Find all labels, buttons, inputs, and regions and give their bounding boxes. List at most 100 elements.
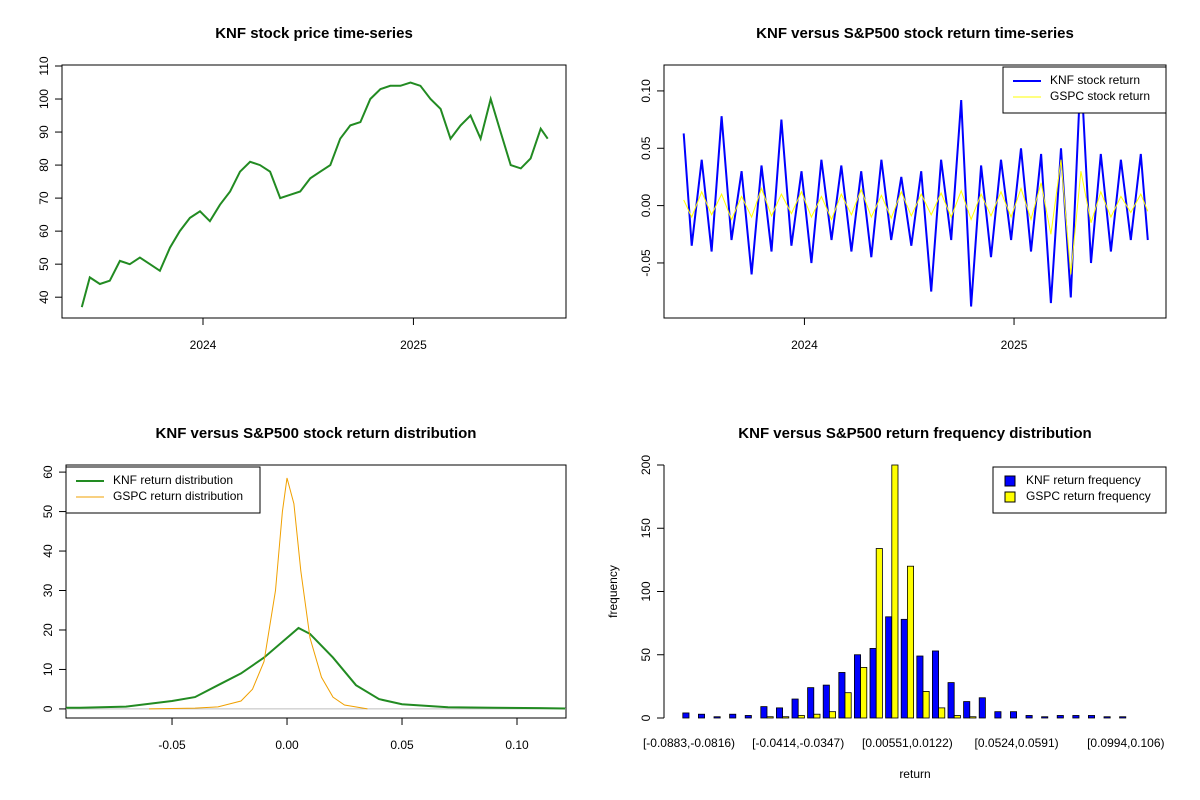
bar (969, 716, 977, 719)
bar (916, 655, 924, 719)
bar (1119, 716, 1127, 719)
chart-title: KNF versus S&P500 stock return time-seri… (756, 25, 1074, 42)
y-tick-label: 20 (41, 623, 55, 637)
x-tick-label: 2024 (190, 338, 217, 352)
legend-box (1002, 66, 1167, 114)
bar (682, 712, 690, 719)
legend-label: GSPC return distribution (113, 489, 243, 503)
legend-swatch (1004, 475, 1016, 487)
y-tick-label: 40 (41, 544, 55, 558)
series-line (80, 81, 549, 308)
bar (953, 715, 961, 719)
x-tick-label: 2025 (1001, 338, 1028, 352)
y-tick-label: 60 (41, 465, 55, 479)
bar (829, 711, 837, 719)
bar (744, 715, 752, 719)
bar (963, 701, 971, 719)
x-tick-label: [0.0524,0.0591) (975, 736, 1059, 750)
bar (844, 692, 852, 719)
bar (885, 616, 893, 719)
chart-title: KNF versus S&P500 stock return distribut… (156, 425, 477, 442)
y-tick-label: 200 (639, 455, 653, 475)
bar (1041, 716, 1049, 719)
bar (729, 713, 737, 719)
bar (813, 713, 821, 719)
x-axis-label: return (899, 767, 930, 781)
bar (854, 654, 862, 719)
y-tick-label: 70 (37, 191, 51, 205)
bar (776, 707, 784, 719)
x-tick-label: 0.05 (390, 738, 414, 752)
legend-label: KNF return distribution (113, 473, 233, 487)
y-tick-label: 50 (639, 648, 653, 662)
bar (907, 565, 915, 719)
bar (698, 713, 706, 719)
x-tick-label: 2024 (791, 338, 818, 352)
y-tick-label: 60 (37, 224, 51, 238)
bar (1025, 715, 1033, 719)
x-tick-label: [0.00551,0.0122) (862, 736, 953, 750)
y-tick-label: 90 (37, 125, 51, 139)
bar (766, 716, 774, 719)
legend-label: GSPC stock return (1050, 89, 1150, 103)
y-tick-label: 30 (41, 584, 55, 598)
legend-box (65, 466, 261, 514)
bar (932, 650, 940, 719)
legend-box (992, 466, 1167, 514)
bar (869, 648, 877, 719)
bar (875, 548, 883, 719)
bar (860, 667, 868, 719)
bar (938, 707, 946, 719)
bar (838, 672, 846, 719)
bar (713, 716, 721, 719)
x-tick-label: -0.05 (158, 738, 186, 752)
chart-title: KNF stock price time-series (215, 25, 413, 42)
x-tick-label: [-0.0883,-0.0816) (643, 736, 735, 750)
bar (922, 691, 930, 719)
bar (947, 682, 955, 719)
y-tick-label: -0.05 (639, 249, 653, 277)
y-tick-label: 0.10 (639, 79, 653, 103)
bar (978, 697, 986, 719)
bar (822, 684, 830, 719)
y-tick-label: 0.05 (639, 136, 653, 160)
y-axis-label: frequency (606, 565, 620, 618)
y-tick-label: 110 (37, 56, 51, 75)
legend-label: GSPC return frequency (1026, 489, 1151, 503)
y-tick-label: 0 (41, 705, 55, 712)
bar (1088, 715, 1096, 719)
y-tick-label: 50 (37, 257, 51, 271)
x-tick-label: 0.10 (505, 738, 529, 752)
x-tick-label: 0.00 (275, 738, 299, 752)
bar (891, 464, 899, 719)
y-tick-label: 10 (41, 662, 55, 676)
series-line (683, 159, 1149, 275)
bar (760, 706, 768, 719)
bar (994, 711, 1002, 719)
y-tick-label: 0.00 (639, 194, 653, 218)
y-tick-label: 50 (41, 505, 55, 519)
bar (807, 687, 815, 719)
bar (1103, 716, 1111, 719)
x-tick-label: [0.0994,0.106) (1087, 736, 1164, 750)
y-tick-label: 40 (37, 290, 51, 304)
bar (797, 715, 805, 719)
bar (1010, 711, 1018, 719)
legend-label: KNF stock return (1050, 73, 1140, 87)
legend-swatch (1004, 491, 1016, 503)
bar (1056, 715, 1064, 719)
bar (791, 698, 799, 719)
x-tick-label: 2025 (400, 338, 427, 352)
series-line (66, 626, 566, 710)
y-tick-label: 0 (639, 714, 653, 721)
series-line (148, 477, 368, 710)
y-tick-label: 80 (37, 158, 51, 172)
chart-title: KNF versus S&P500 return frequency distr… (738, 425, 1091, 442)
bar (782, 716, 790, 719)
bar (1072, 715, 1080, 719)
bar (900, 618, 908, 719)
y-tick-label: 150 (639, 518, 653, 538)
y-tick-label: 100 (639, 581, 653, 601)
x-tick-label: [-0.0414,-0.0347) (752, 736, 844, 750)
